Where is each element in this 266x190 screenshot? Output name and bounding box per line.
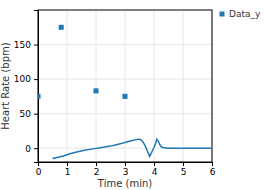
tick-label: 100 <box>14 74 31 84</box>
tick: 0 <box>36 162 42 177</box>
legend-swatch <box>220 12 225 17</box>
grid-line-x <box>67 10 68 162</box>
scatter-points <box>38 25 128 99</box>
tick-mark <box>154 162 155 166</box>
tick: 1 <box>65 162 71 177</box>
grid-line-x <box>96 10 97 162</box>
tick: 150 <box>14 40 38 50</box>
tick-label: 150 <box>14 40 31 50</box>
tick-label: 3 <box>123 167 129 177</box>
tick: 2 <box>94 162 100 177</box>
tick-mark <box>96 162 97 166</box>
tick-label: 2 <box>94 167 100 177</box>
point <box>123 94 128 99</box>
x-axis-title: Time (min) <box>97 178 152 189</box>
grid-line-x <box>154 10 155 162</box>
tick: 0 <box>25 144 38 154</box>
tick-label: 0 <box>36 167 42 177</box>
tick: 6 <box>210 162 216 177</box>
grid-line-x <box>183 10 184 162</box>
grid-line-y <box>38 113 212 114</box>
tick: 5 <box>181 162 187 177</box>
tick: 3 <box>123 162 129 177</box>
plot: 0 1 2 3 4 5 6 0 50 100 150 <box>14 10 216 177</box>
grid <box>38 10 212 162</box>
tick: 4 <box>152 162 158 177</box>
tick: 100 <box>14 74 38 84</box>
tick: 50 <box>20 109 38 119</box>
tick-mark <box>67 162 68 166</box>
x-axis: 0 1 2 3 4 5 6 <box>36 162 216 177</box>
y-axis-title: Heart Rate (bpm) <box>0 42 11 129</box>
legend-item: Data_y <box>220 9 261 19</box>
axis-line <box>39 163 213 167</box>
point <box>59 25 64 30</box>
axis-line <box>34 11 39 163</box>
tick-mark <box>125 162 126 166</box>
point <box>38 94 41 99</box>
legend-label: Data_y <box>229 9 261 19</box>
grid-line-y <box>38 79 212 80</box>
tick-mark <box>34 114 38 115</box>
tick-label: 1 <box>65 167 71 177</box>
legend: Data_y <box>220 9 261 19</box>
chart: 0 1 2 3 4 5 6 0 50 100 150 Time (min) Heart Rate (bp… <box>0 0 266 190</box>
grid-line-x <box>125 10 126 162</box>
tick-label: 5 <box>181 167 187 177</box>
tick-label: 4 <box>152 167 158 177</box>
line <box>53 139 213 158</box>
point <box>94 88 99 93</box>
tick-mark <box>34 45 38 46</box>
tick-label: 0 <box>25 144 31 154</box>
tick-label: 6 <box>210 167 216 177</box>
tick-mark <box>34 148 38 149</box>
tick-mark <box>212 162 213 166</box>
y-axis: 0 50 100 150 <box>14 11 39 163</box>
tick-mark <box>34 79 38 80</box>
marks <box>38 25 212 159</box>
tick-label: 50 <box>20 109 32 119</box>
plot-frame <box>38 10 212 162</box>
tick-mark <box>183 162 184 166</box>
grid-line-y <box>38 44 212 45</box>
